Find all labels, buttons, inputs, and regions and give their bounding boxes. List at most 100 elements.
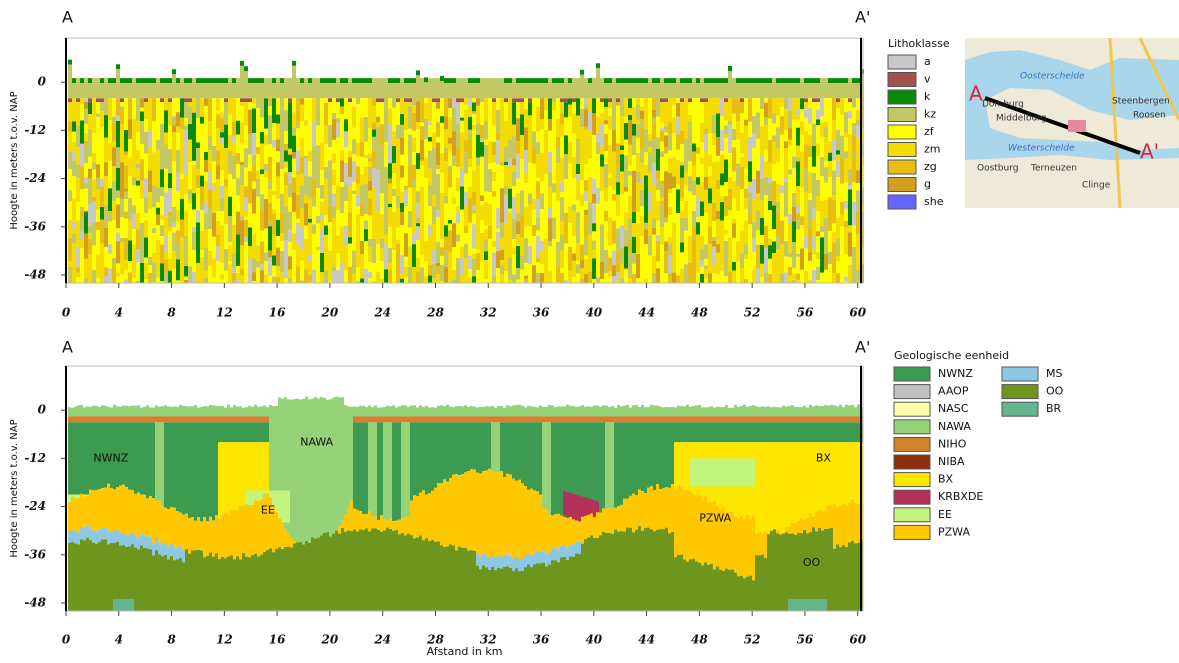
section-fill bbox=[68, 64, 864, 283]
unit-annotation: PZWA bbox=[699, 512, 731, 525]
location-map: Oosterschelde Domburg Middelburg Westers… bbox=[965, 37, 1179, 209]
x-tick-label: 28 bbox=[426, 306, 444, 320]
map-land bbox=[965, 38, 1179, 70]
legend-swatch bbox=[887, 142, 917, 157]
legend-swatch bbox=[893, 507, 931, 523]
x-tick-label: 36 bbox=[533, 306, 550, 320]
legend-swatch bbox=[887, 194, 917, 210]
legend-swatch bbox=[887, 72, 917, 87]
legend-swatch bbox=[1001, 366, 1039, 382]
map-label: Westerschelde bbox=[1008, 144, 1075, 154]
section-fill bbox=[68, 98, 864, 283]
y-tick-label: -24 bbox=[24, 499, 46, 513]
x-tick-label: 44 bbox=[638, 633, 655, 647]
map-point-label: A bbox=[969, 82, 983, 106]
unit-annotation: NWNZ bbox=[93, 451, 128, 464]
section-panel: 0-12-24-36-480 4 8 12 16 20 24 28 32 36 40 44 48 52 56… bbox=[9, 8, 950, 320]
unit-annotation: NAWA bbox=[300, 435, 333, 448]
map-label: Clinge bbox=[1082, 181, 1111, 191]
x-tick-label: 4 bbox=[115, 633, 123, 647]
x-tick-label: 8 bbox=[167, 306, 176, 320]
section-fill bbox=[68, 525, 863, 611]
legend-label: NIHO bbox=[938, 437, 967, 450]
x-tick-label: 32 bbox=[480, 306, 497, 320]
x-tick-label: 52 bbox=[744, 306, 761, 320]
x-tick-label: 40 bbox=[585, 633, 602, 647]
x-axis-label: Afstand in km bbox=[427, 645, 503, 658]
x-tick-label: 60 bbox=[849, 633, 866, 647]
map-land bbox=[985, 88, 1179, 150]
unit-annotation: EE bbox=[261, 504, 275, 517]
x-tick-label: 36 bbox=[533, 633, 550, 647]
unit-annotation: OO bbox=[803, 556, 821, 569]
x-tick-label: 48 bbox=[691, 306, 708, 320]
y-axis-label: Hoogte in meters t.o.v. NAP bbox=[9, 91, 20, 229]
legend-swatch bbox=[893, 472, 931, 488]
legend-label: BX bbox=[938, 473, 954, 486]
legend-swatch bbox=[893, 524, 931, 540]
section-fill bbox=[68, 396, 863, 551]
section-fill bbox=[68, 525, 581, 572]
map-label: Middelburg bbox=[996, 114, 1046, 124]
x-tick-label: 20 bbox=[321, 306, 339, 320]
section-fill bbox=[68, 98, 852, 103]
map-label: Oosterschelde bbox=[1020, 72, 1085, 82]
legend-swatch bbox=[893, 419, 931, 435]
x-tick-label: 56 bbox=[797, 633, 814, 647]
x-tick-label: 32 bbox=[480, 633, 497, 647]
legend-label: MS bbox=[1046, 367, 1062, 380]
legend-label: OO bbox=[1046, 385, 1064, 398]
map-road bbox=[1138, 37, 1179, 121]
legend-swatch bbox=[893, 454, 931, 470]
legend-label: NASC bbox=[938, 402, 969, 415]
x-tick-label: 28 bbox=[426, 633, 444, 647]
section-fill bbox=[68, 98, 864, 283]
legend-label: NWNZ bbox=[938, 367, 973, 380]
legend-label: AAOP bbox=[938, 385, 969, 398]
legend-swatch bbox=[887, 177, 917, 192]
map-label: Steenbergen bbox=[1112, 97, 1170, 107]
legend-label: PZWA bbox=[938, 525, 970, 538]
legend-label: zm bbox=[924, 143, 941, 156]
legend-label: v bbox=[924, 73, 931, 86]
legend-swatch bbox=[887, 54, 917, 70]
legend-swatch bbox=[893, 436, 931, 452]
corner-label: A' bbox=[855, 8, 870, 27]
x-tick-label: 0 bbox=[62, 633, 71, 647]
legend-swatch bbox=[893, 489, 931, 505]
map-label: Oostburg bbox=[977, 164, 1018, 174]
y-tick-label: -48 bbox=[24, 267, 46, 281]
legend-label: NIBA bbox=[938, 455, 965, 468]
x-tick-label: 56 bbox=[797, 306, 814, 320]
corner-label: A bbox=[62, 338, 73, 357]
x-tick-label: 24 bbox=[373, 633, 391, 647]
legend-label: EE bbox=[938, 508, 952, 521]
legend-swatch bbox=[887, 107, 917, 122]
map-label: Terneuzen bbox=[1030, 164, 1077, 174]
legend-swatch bbox=[887, 124, 917, 140]
section-line bbox=[984, 96, 1141, 155]
legend-title: Geologische eenheid bbox=[894, 349, 1009, 362]
y-tick-label: 0 bbox=[38, 75, 47, 89]
legend-label: kz bbox=[924, 108, 936, 121]
map-road bbox=[1108, 37, 1122, 209]
x-tick-label: 16 bbox=[269, 633, 286, 647]
x-tick-label: 12 bbox=[216, 633, 233, 647]
y-tick-label: -36 bbox=[24, 219, 46, 233]
map-label: Domburg bbox=[982, 100, 1024, 110]
legend-swatch bbox=[887, 89, 917, 105]
x-tick-label: 48 bbox=[691, 633, 708, 647]
legend-label: NAWA bbox=[938, 420, 971, 433]
legend-label: KRBXDE bbox=[938, 490, 983, 503]
legend-label: BR bbox=[1046, 402, 1062, 415]
x-tick-label: 16 bbox=[269, 306, 286, 320]
x-tick-label: 0 bbox=[62, 306, 71, 320]
x-tick-label: 40 bbox=[585, 306, 602, 320]
x-tick-label: 8 bbox=[167, 633, 176, 647]
section-fill bbox=[68, 416, 863, 423]
y-tick-label: -48 bbox=[24, 595, 46, 609]
section-fill bbox=[84, 98, 864, 283]
corner-label: A bbox=[62, 8, 73, 27]
section-fill bbox=[68, 59, 864, 283]
